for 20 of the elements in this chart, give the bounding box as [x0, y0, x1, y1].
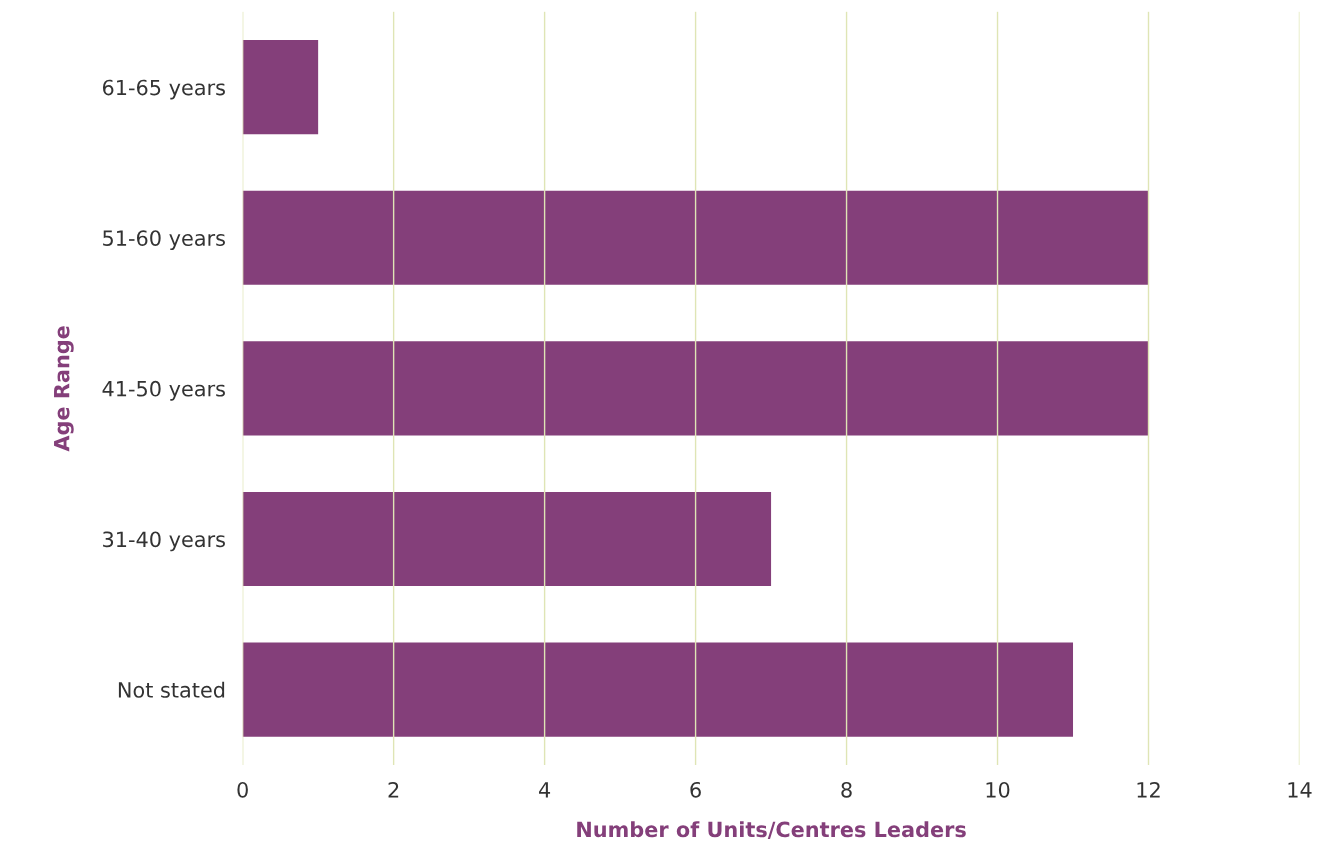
bar: [242, 341, 1149, 436]
y-tick-label: 31-40 years: [103, 531, 225, 552]
x-tick-label: 14: [1288, 782, 1312, 798]
y-tick-label: 41-50 years: [102, 380, 225, 401]
x-tick-label: 6: [690, 781, 701, 798]
bar: [242, 190, 1149, 285]
x-tick-label: 8: [841, 781, 852, 798]
x-tick-label: 2: [388, 781, 399, 798]
y-tick-label: 51-60 years: [103, 230, 225, 251]
y-tick-label: Not stated: [118, 681, 225, 698]
x-tick-label: 12: [1137, 781, 1160, 798]
x-tick-label: 0: [237, 781, 248, 798]
x-tick-label: 10: [986, 781, 1010, 798]
bar: [242, 40, 319, 135]
bar: [242, 491, 772, 587]
y-tick-label: 61-65 years: [102, 79, 225, 100]
bar: [242, 642, 1074, 737]
y-axis-title: Age Range: [54, 326, 74, 452]
x-axis-title: Number of Units/Centres Leaders: [577, 821, 966, 839]
x-tick-label: 4: [539, 782, 551, 798]
